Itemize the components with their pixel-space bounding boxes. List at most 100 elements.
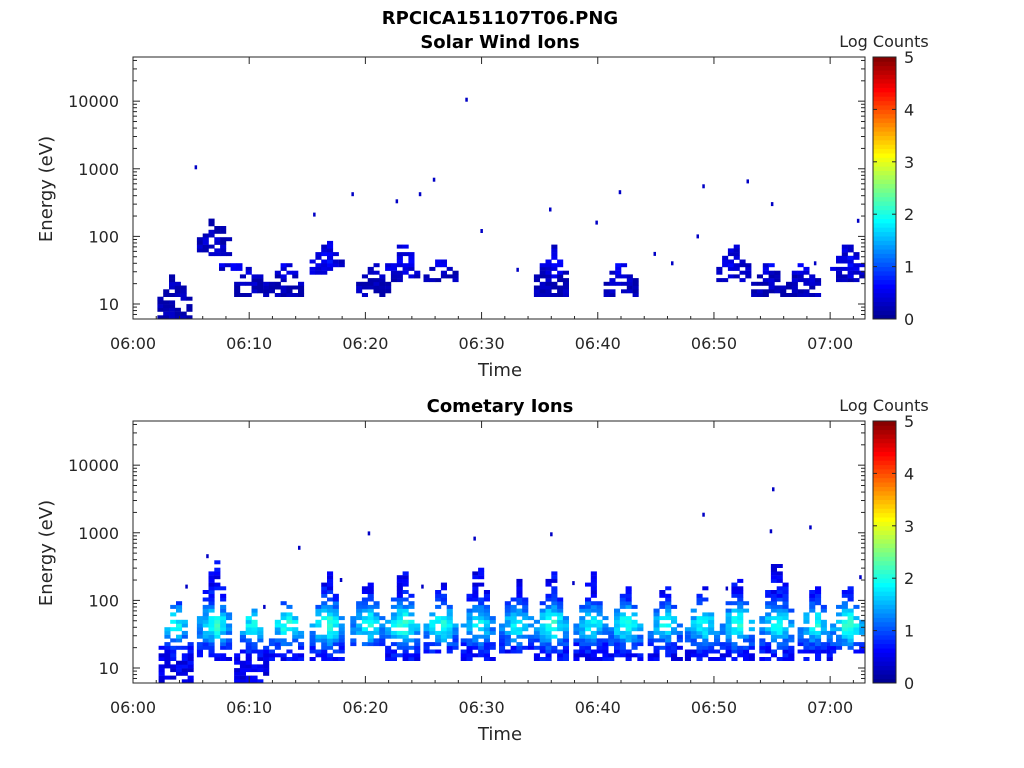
heatmap-cell bbox=[782, 645, 789, 650]
heatmap-cell bbox=[245, 645, 252, 650]
heatmap-cell bbox=[731, 601, 738, 606]
heatmap-cell bbox=[390, 653, 397, 658]
heatmap-cell bbox=[708, 616, 715, 621]
heatmap-cell bbox=[489, 627, 496, 632]
heatmap-cell bbox=[196, 653, 203, 658]
heatmap-cell bbox=[292, 634, 299, 639]
heatmap-cell bbox=[626, 289, 633, 294]
heatmap-cell bbox=[274, 630, 281, 635]
heatmap-cell bbox=[579, 619, 586, 624]
heatmap-cell bbox=[551, 244, 558, 249]
heatmap-cell bbox=[361, 274, 368, 279]
heatmap-cell bbox=[619, 619, 626, 624]
heatmap-cell bbox=[573, 657, 580, 661]
heatmap-cell bbox=[748, 619, 755, 624]
heatmap-cell bbox=[653, 653, 660, 658]
heatmap-cell bbox=[826, 657, 833, 661]
heatmap-cell bbox=[202, 616, 209, 621]
heatmap-cell bbox=[286, 263, 293, 268]
heatmap-cell bbox=[562, 293, 569, 297]
heatmap-cell bbox=[390, 649, 397, 654]
heatmap-cell bbox=[435, 630, 442, 635]
colorbar-swatch bbox=[873, 314, 896, 320]
heatmap-cell bbox=[472, 571, 479, 576]
heatmap-cell bbox=[590, 653, 597, 658]
heatmap-cell bbox=[696, 597, 703, 602]
heatmap-cell bbox=[251, 649, 258, 654]
heatmap-cell bbox=[251, 668, 258, 673]
heatmap-cell bbox=[332, 616, 339, 621]
heatmap-cell bbox=[690, 608, 697, 613]
heatmap-cell bbox=[619, 593, 626, 598]
heatmap-cell bbox=[602, 642, 609, 647]
heatmap-cell bbox=[396, 244, 403, 249]
heatmap-cell bbox=[562, 638, 569, 643]
plot-frame-top bbox=[132, 420, 866, 684]
heatmap-cell bbox=[373, 270, 380, 275]
heatmap-cell bbox=[327, 634, 334, 639]
heatmap-cell bbox=[590, 634, 597, 639]
heatmap-cell bbox=[390, 634, 397, 639]
colorbar-swatch bbox=[873, 634, 896, 640]
heatmap-cell bbox=[803, 642, 810, 647]
heatmap-cell bbox=[671, 653, 678, 658]
heatmap-cell bbox=[440, 630, 447, 635]
heatmap-cell bbox=[390, 597, 397, 602]
colorbar-swatch bbox=[873, 656, 896, 662]
heatmap-cell bbox=[361, 619, 368, 624]
heatmap-cell bbox=[510, 608, 517, 613]
heatmap-cell bbox=[339, 578, 343, 582]
heatmap-cell bbox=[220, 240, 227, 245]
heatmap-cell bbox=[836, 642, 843, 647]
heatmap-cell bbox=[809, 293, 816, 297]
heatmap-cell bbox=[396, 645, 403, 650]
y-tick-label: 10000 bbox=[68, 456, 119, 475]
heatmap-cell bbox=[226, 612, 233, 617]
heatmap-cell bbox=[286, 616, 293, 621]
heatmap-cell bbox=[214, 240, 221, 245]
colorbar-swatch bbox=[873, 279, 896, 285]
heatmap-cell bbox=[725, 612, 732, 617]
heatmap-cell bbox=[637, 623, 644, 628]
heatmap-cell bbox=[585, 604, 592, 609]
heatmap-cell bbox=[696, 234, 699, 239]
heatmap-cell bbox=[702, 653, 709, 658]
heatmap-cell bbox=[731, 630, 738, 635]
heatmap-cell bbox=[637, 627, 644, 632]
heatmap-cell bbox=[361, 293, 368, 297]
heatmap-cell bbox=[408, 619, 415, 624]
heatmap-cell bbox=[239, 675, 246, 680]
heatmap-cell bbox=[251, 679, 258, 684]
heatmap-cell bbox=[332, 638, 339, 643]
heatmap-cell bbox=[373, 604, 380, 609]
heatmap-cell bbox=[186, 304, 193, 309]
heatmap-cell bbox=[653, 616, 660, 621]
heatmap-cell bbox=[719, 642, 726, 647]
heatmap-cell bbox=[770, 601, 777, 606]
colorbar-swatch bbox=[873, 604, 896, 610]
heatmap-cell bbox=[214, 248, 221, 253]
heatmap-cell bbox=[602, 645, 609, 650]
heatmap-cell bbox=[472, 590, 479, 594]
heatmap-cell bbox=[676, 645, 683, 650]
heatmap-cell bbox=[702, 512, 705, 517]
heatmap-cell bbox=[298, 293, 305, 297]
heatmap-cell bbox=[208, 222, 215, 227]
heatmap-cell bbox=[562, 623, 569, 628]
heatmap-cell bbox=[733, 266, 740, 271]
heatmap-cell bbox=[815, 593, 822, 598]
heatmap-cell bbox=[733, 244, 740, 249]
colorbar-swatch bbox=[873, 464, 896, 470]
heatmap-cell bbox=[859, 575, 862, 580]
heatmap-cell bbox=[815, 630, 822, 635]
heatmap-cell bbox=[396, 578, 403, 583]
heatmap-cell bbox=[327, 571, 334, 576]
heatmap-cell bbox=[286, 649, 293, 654]
heatmap-cell bbox=[727, 259, 734, 264]
heatmap-cell bbox=[708, 619, 715, 624]
heatmap-cell bbox=[776, 575, 783, 580]
heatmap-cell bbox=[220, 645, 227, 650]
heatmap-cell bbox=[725, 608, 732, 613]
heatmap-cell bbox=[788, 634, 795, 639]
heatmap-cell bbox=[208, 645, 215, 650]
